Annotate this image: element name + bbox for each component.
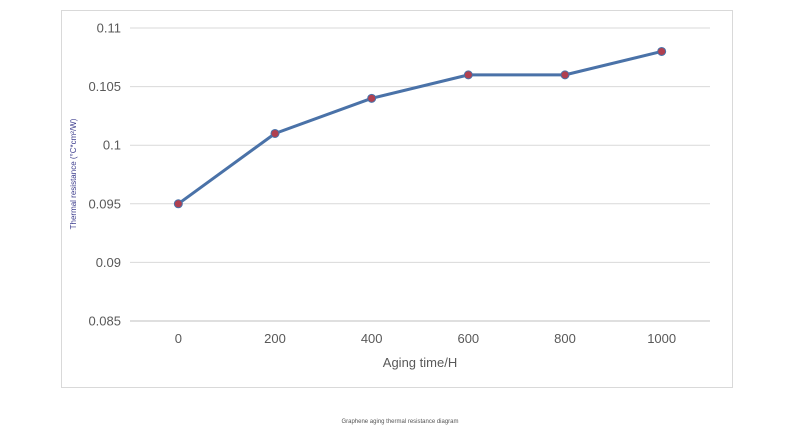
x-tick-label: 200	[264, 331, 286, 346]
line-chart: 0.085 0.09 0.095 0.1 0.105 0.11 0 200 400 600 800…	[69, 21, 710, 370]
data-point	[270, 128, 280, 138]
y-tick-label: 0.105	[88, 79, 121, 94]
y-tick-label: 0.1	[103, 138, 121, 153]
y-tick-label: 0.085	[88, 314, 121, 329]
data-point	[463, 70, 473, 80]
y-axis-title: Thermal resistance (°C*cm²/W)	[69, 118, 78, 229]
y-tick-label: 0.095	[88, 196, 121, 211]
data-point	[367, 93, 377, 103]
series-thermal-resistance	[173, 46, 667, 209]
data-point	[560, 70, 570, 80]
data-point	[173, 199, 183, 209]
x-tick-label: 400	[361, 331, 383, 346]
x-tick-labels: 0 200 400 600 800 1000	[175, 331, 676, 346]
x-tick-label: 0	[175, 331, 182, 346]
figure-caption: Graphene aging thermal resistance diagra…	[341, 419, 459, 425]
series-line	[176, 49, 664, 206]
x-tick-label: 1000	[647, 331, 676, 346]
y-tick-label: 0.11	[97, 21, 121, 36]
chart-frame	[61, 10, 733, 388]
x-axis-title: Aging time/H	[383, 355, 457, 370]
x-tick-label: 600	[457, 331, 479, 346]
data-point	[657, 46, 667, 56]
y-tick-labels: 0.085 0.09 0.095 0.1 0.105 0.11	[88, 21, 121, 329]
x-tick-label: 800	[554, 331, 576, 346]
y-tick-label: 0.09	[96, 255, 121, 270]
